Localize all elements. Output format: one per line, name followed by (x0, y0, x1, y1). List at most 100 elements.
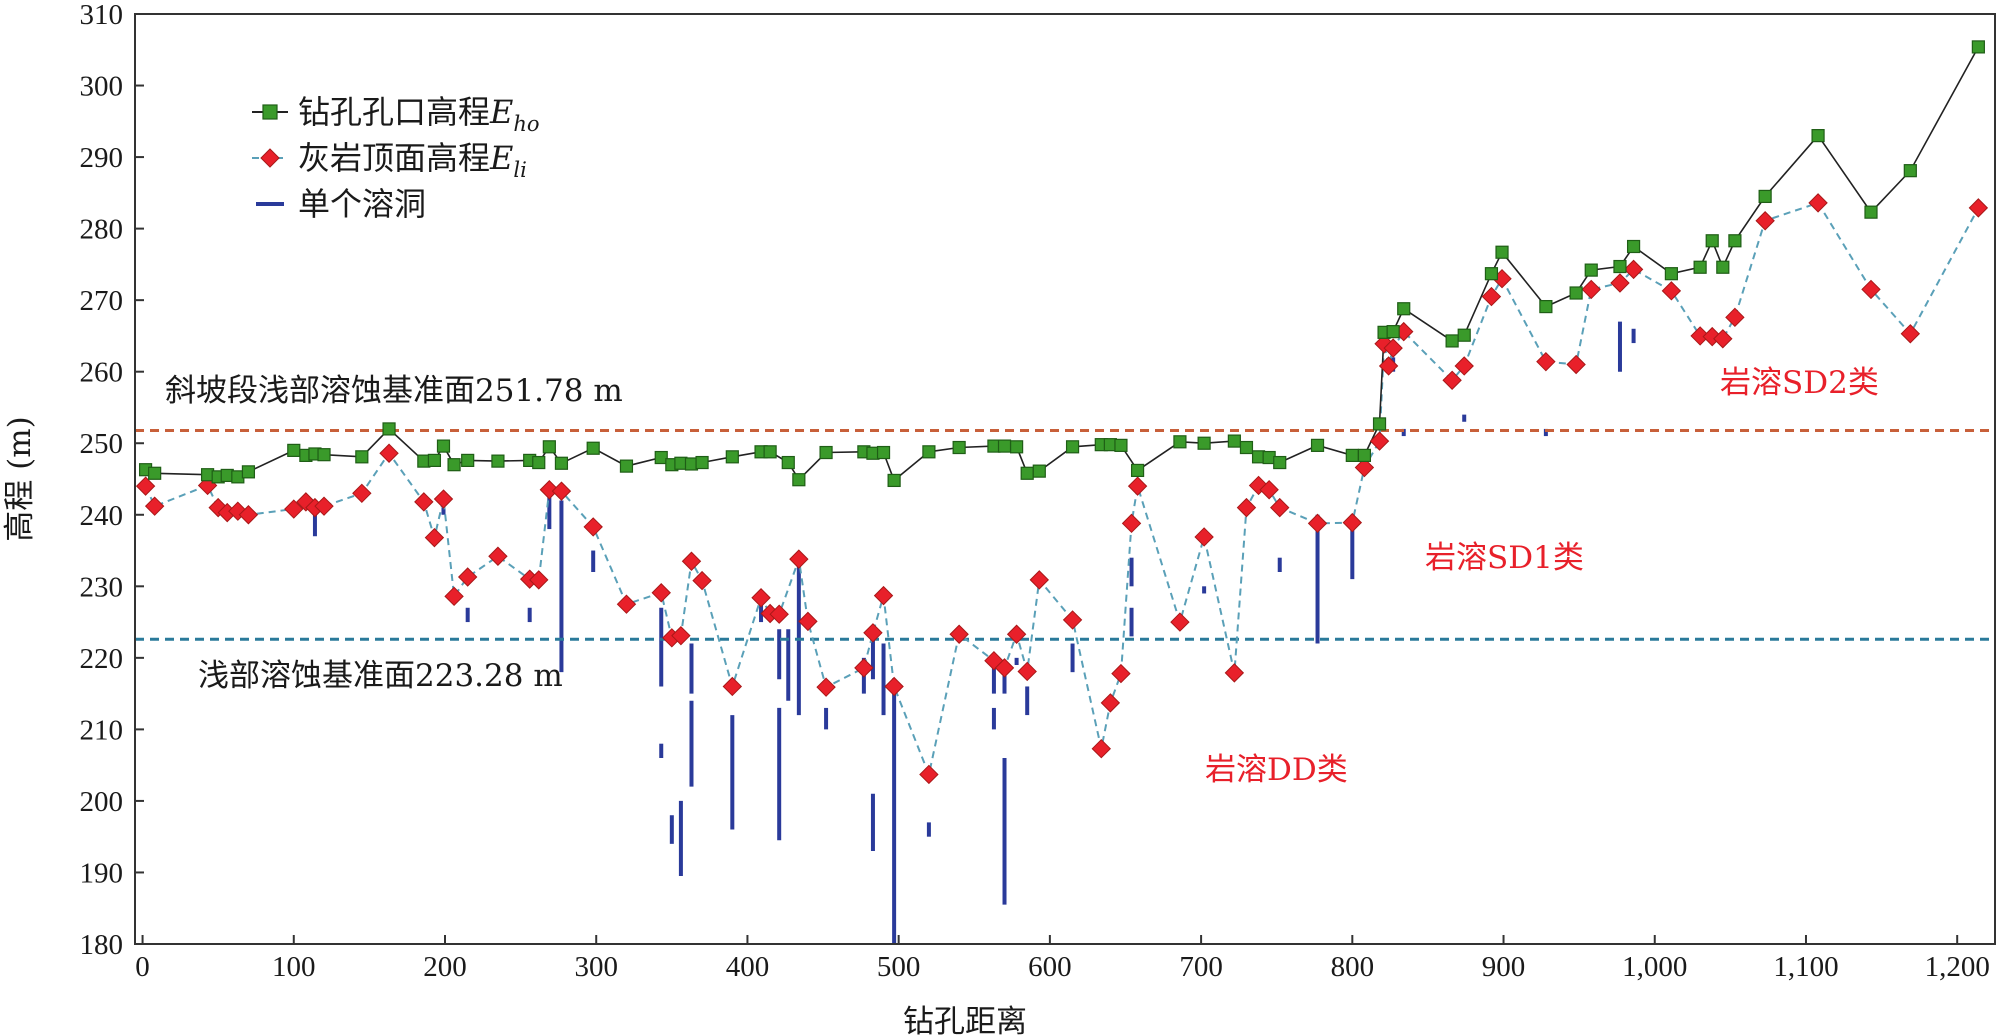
borehole-elevation-point (1386, 325, 1400, 339)
limestone-top-point (1536, 351, 1556, 372)
axes (134, 13, 1996, 945)
limestone-top-point (1006, 624, 1027, 644)
limestone-top-point (1378, 356, 1399, 376)
legend-label-eho: 钻孔孔口高程Eho (298, 93, 540, 136)
limestone-top-point (1100, 693, 1121, 713)
borehole-elevation-point (1539, 299, 1553, 314)
borehole-elevation-point (241, 465, 256, 479)
x-tick-label: 0 (135, 951, 150, 983)
borehole-elevation-point (1971, 40, 1985, 54)
borehole-elevation-point (1130, 463, 1145, 478)
legend: 钻孔孔口高程Eho 灰岩顶面高程Eli 单个溶洞 (252, 93, 540, 223)
x-tick-label: 1,200 (1925, 951, 1990, 983)
borehole-elevation-point (1864, 205, 1878, 219)
borehole-elevation-point (1569, 286, 1583, 300)
limestone-top-point (314, 496, 334, 516)
limestone-top-point (919, 764, 939, 785)
limestone-top-point (539, 480, 560, 500)
limestone-top-point (949, 624, 969, 644)
legend-marker-eli (260, 148, 280, 168)
borehole-elevation-point (1197, 436, 1211, 450)
limestone-top-point (1029, 570, 1049, 590)
limestone-top-point (671, 625, 691, 646)
borehole-elevation-point (1020, 466, 1034, 480)
borehole-elevation-point (317, 448, 331, 462)
limestone-top-point (551, 481, 572, 501)
region-label-sd1: 岩溶SD1类 (1425, 540, 1584, 576)
limestone-top-point (1236, 497, 1257, 518)
borehole-elevation-point (554, 456, 569, 470)
limestone-top-point (863, 623, 883, 643)
limestone-top-point (681, 551, 702, 571)
borehole-elevation-point (887, 473, 901, 488)
limestone-top-point (414, 492, 434, 512)
borehole-elevation-point (1445, 334, 1459, 348)
borehole-elevation-point (792, 473, 806, 487)
borehole-elevation-point (1705, 234, 1719, 248)
limestone-top-point (994, 658, 1015, 678)
limestone-top-point (144, 496, 165, 516)
borehole-elevation-point (952, 440, 966, 455)
limestone-top-point (135, 476, 156, 496)
borehole-elevation-point (1484, 267, 1499, 281)
limestone-top-point (692, 570, 712, 591)
borehole-elevation-point (1613, 259, 1627, 274)
borehole-elevation-point (382, 422, 396, 436)
borehole-elevation-point (1310, 438, 1325, 452)
limestone-top-point (529, 570, 549, 590)
x-tick-label: 100 (272, 951, 316, 983)
borehole-elevation-point (1273, 455, 1287, 470)
limestone-top-point (352, 483, 372, 504)
limestone-top-point (1307, 513, 1328, 534)
limestone-top-point (873, 585, 894, 606)
limestone-top-point (1224, 663, 1245, 683)
y-tick-label: 270 (80, 285, 124, 317)
borehole-elevation-point (355, 450, 369, 464)
borehole-elevation-point (1397, 302, 1411, 316)
x-tick-label: 900 (1482, 951, 1526, 983)
legend-marker-eho (262, 104, 278, 120)
limestone-top-point (1170, 612, 1190, 632)
legend-label-cave: 单个溶洞 (298, 185, 426, 223)
borehole-elevation-point (1173, 435, 1187, 449)
limestone-top-point (1111, 663, 1131, 684)
ref-label-shallow: 浅部溶蚀基准面223.28 m (198, 658, 563, 694)
limestone-top-point (1481, 286, 1502, 307)
borehole-elevation-point (1010, 440, 1024, 454)
limestone-top-point (751, 588, 771, 608)
caves-layer (312, 321, 1636, 944)
borehole-elevation-point (532, 455, 546, 470)
y-tick-label: 180 (80, 929, 124, 961)
limestone-top-point (284, 499, 304, 519)
borehole-elevation-point (695, 455, 709, 470)
borehole-elevation-point (427, 453, 442, 467)
limestone-top-point (816, 677, 836, 697)
limestone-top-point (1270, 497, 1290, 518)
borehole-elevation-point (1065, 440, 1080, 454)
borehole-elevation-point (1114, 438, 1128, 452)
ref-label-slope: 斜坡段浅部溶蚀基准面251.78 m (165, 373, 623, 409)
limestone-top-point (1661, 281, 1682, 301)
borehole-elevation-point (1693, 260, 1707, 274)
y-axis-title: 高程 (m) (2, 416, 38, 541)
borehole-elevation-point (819, 445, 833, 460)
borehole-elevation-point (997, 439, 1012, 453)
limestone-top-point (1342, 512, 1363, 533)
limestone-top-point (1062, 610, 1083, 630)
limestone-top-point (798, 611, 818, 632)
limestone-top-point (769, 604, 789, 624)
x-tick-label: 600 (1028, 951, 1072, 983)
borehole-elevation-point (1664, 267, 1678, 281)
limestone-top-point (1017, 661, 1037, 682)
region-label-dd: 岩溶DD类 (1205, 752, 1348, 788)
y-tick-label: 310 (80, 0, 124, 31)
borehole-elevation-point (436, 439, 451, 453)
borehole-elevation-point (542, 440, 556, 454)
limestone-top-point (1354, 457, 1375, 478)
limestone-top-point (1581, 279, 1601, 300)
x-tick-label: 700 (1179, 951, 1223, 983)
limestone-top-point (1121, 513, 1142, 534)
limestone-top-point (1566, 354, 1586, 375)
y-tick-label: 300 (80, 71, 124, 103)
x-tick-label: 300 (574, 951, 618, 983)
